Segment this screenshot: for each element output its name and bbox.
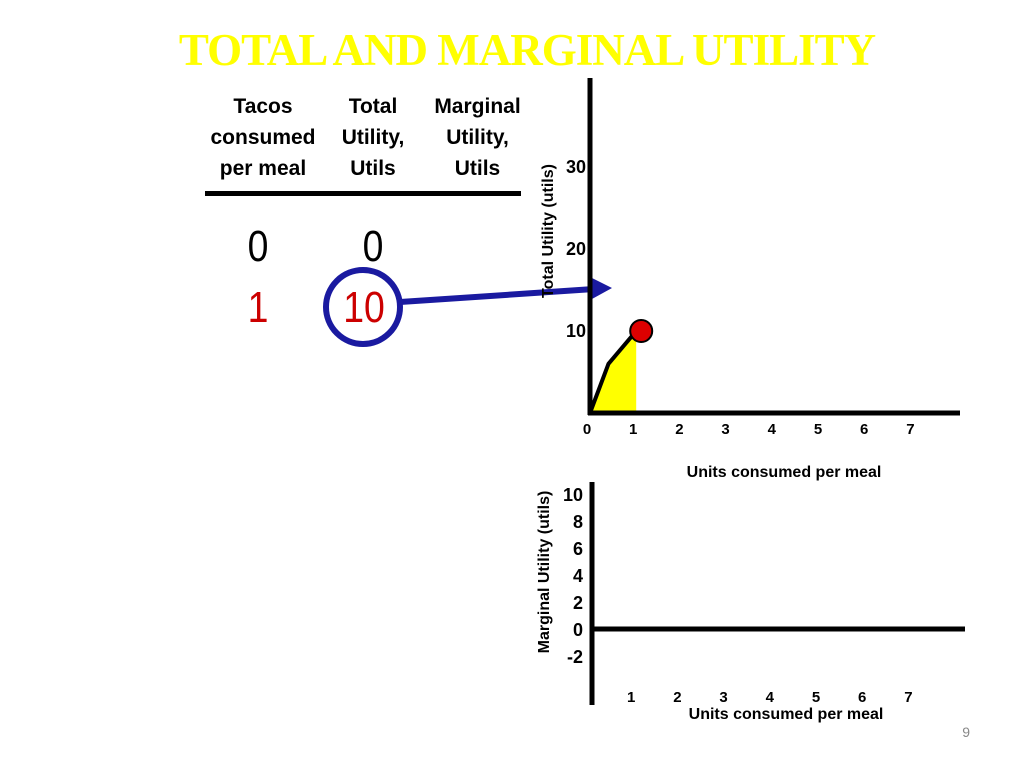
total-utility-x-tick: 5 <box>814 421 822 438</box>
header-tacos-line3: per meal <box>219 157 307 180</box>
marginal-utility-y-label: Marginal Utility (utils) <box>536 491 553 654</box>
header-total-line2: Utility, <box>341 126 405 149</box>
connector-arrow-line <box>399 286 595 305</box>
total-utility-x-tick: 7 <box>906 421 914 438</box>
header-total-line1: Total <box>348 95 398 118</box>
marginal-utility-x-tick: 1 <box>627 689 635 706</box>
total-utility-y-tick: 30 <box>566 157 586 177</box>
marginal-utility-x-tick: 6 <box>858 689 866 706</box>
marginal-utility-x-tick: 4 <box>766 689 775 706</box>
header-rule <box>205 191 521 196</box>
slide-title: TOTAL AND MARGINAL UTILITY <box>178 25 876 75</box>
total-utility-x-tick: 1 <box>629 421 637 438</box>
marginal-utility-x-tick: 5 <box>812 689 820 706</box>
header-marginal-utility: Marginal Utility, Utils <box>420 91 535 184</box>
header-total-utility: Total Utility, Utils <box>328 91 418 184</box>
header-total-line3: Utils <box>350 157 396 180</box>
marginal-utility-x-tick: 2 <box>673 689 681 706</box>
marginal-utility-y-tick: 6 <box>573 539 583 559</box>
marginal-utility-y-tick: 10 <box>563 485 583 505</box>
total-utility-point <box>629 319 654 343</box>
marginal-utility-x-tick: 3 <box>719 689 727 706</box>
row0-total: 0 <box>362 222 384 271</box>
header-tacos-line2: consumed <box>210 126 316 149</box>
total-utility-y-label: Total Utility (utils) <box>540 164 557 298</box>
row1-tacos: 1 <box>247 283 269 332</box>
total-utility-x-tick: 2 <box>675 421 683 438</box>
total-utility-chart: 10 20 30 0 1 2 3 4 5 6 7 Total Utility (utils) Un… <box>540 78 960 481</box>
header-tacos-line1: Tacos <box>233 95 293 118</box>
total-utility-shaded-area <box>590 331 637 413</box>
marginal-utility-y-tick: 2 <box>573 593 583 613</box>
marginal-utility-y-tick: 4 <box>573 566 583 586</box>
slide-number: 9 <box>962 724 970 740</box>
marginal-utility-y-tick: -2 <box>567 647 583 667</box>
total-utility-x-tick: 4 <box>768 421 777 438</box>
header-marginal-line3: Utils <box>454 157 501 180</box>
total-utility-x-label: Units consumed per meal <box>687 464 882 481</box>
total-utility-x-tick: 6 <box>860 421 868 438</box>
total-utility-y-tick: 20 <box>566 239 586 259</box>
highlight-circle <box>323 267 403 347</box>
total-utility-x-tick: 0 <box>583 421 591 438</box>
header-marginal-line2: Utility, <box>446 126 509 149</box>
header-marginal-line1: Marginal <box>434 95 521 118</box>
row0-tacos: 0 <box>247 222 269 271</box>
marginal-utility-y-tick: 8 <box>573 512 583 532</box>
marginal-utility-x-tick: 7 <box>904 689 912 706</box>
total-utility-curve <box>588 329 638 414</box>
total-utility-y-tick: 10 <box>566 321 586 341</box>
header-tacos: Tacos consumed per meal <box>198 91 328 184</box>
row1-total: 10 <box>343 283 385 332</box>
total-utility-x-tick: 3 <box>721 421 729 438</box>
connector-arrowhead <box>590 277 612 299</box>
marginal-utility-x-label: Units consumed per meal <box>689 706 884 723</box>
marginal-utility-chart: 10 8 6 4 2 0 -2 1 2 3 4 5 6 7 Marginal Utility (util… <box>536 482 965 723</box>
marginal-utility-y-tick: 0 <box>573 620 583 640</box>
